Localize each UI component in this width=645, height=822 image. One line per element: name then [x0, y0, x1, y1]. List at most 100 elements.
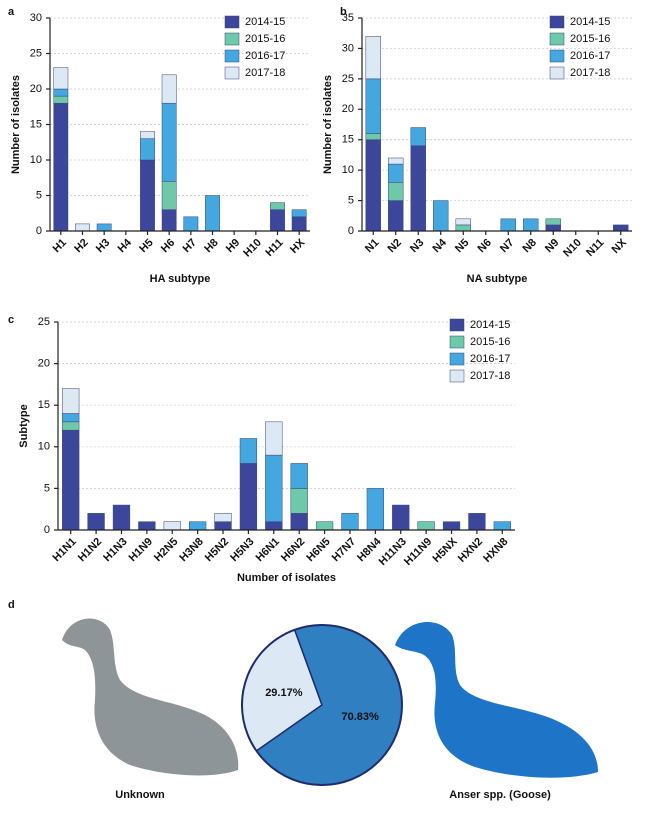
x-tick-label: H4	[116, 236, 135, 255]
x-tick-label: N9	[543, 237, 561, 255]
panel-letter: a	[8, 6, 15, 18]
bar-segment	[265, 521, 283, 531]
x-tick-label: H9	[224, 237, 242, 255]
bar-segment	[265, 421, 283, 456]
bar-segment	[214, 521, 232, 531]
x-tick-label: H11N9	[402, 536, 434, 568]
bar-segment	[183, 216, 199, 232]
bar-segment	[290, 463, 308, 489]
y-axis-label: Number of isolates	[10, 75, 22, 174]
x-tick-label: N6	[475, 237, 493, 255]
bar-segment	[161, 102, 177, 182]
bar-segment	[291, 216, 307, 232]
bar-segment	[388, 182, 404, 201]
x-tick-label: H7	[181, 237, 199, 255]
bar-segment	[189, 521, 207, 531]
bar-segment	[613, 224, 629, 232]
bar-segment	[270, 209, 285, 232]
y-tick-label: 5	[348, 194, 354, 206]
x-tick-label: N1	[363, 237, 381, 255]
y-tick-label: 15	[38, 399, 50, 411]
x-tick-label: N4	[430, 236, 449, 255]
bar-segment	[388, 200, 404, 232]
x-tick-label: H5N2	[203, 536, 231, 564]
bar-segment	[161, 181, 177, 210]
x-tick-label: H11N3	[377, 536, 409, 568]
bar-segment	[53, 102, 69, 232]
bar-segment	[163, 521, 181, 531]
x-tick-label: N5	[453, 237, 471, 255]
legend-swatch	[549, 49, 565, 63]
y-axis-label: Subtype	[18, 404, 30, 447]
bar-segment	[138, 521, 156, 531]
y-tick-label: 25	[342, 73, 354, 85]
y-tick-label: 10	[342, 164, 354, 176]
legend-swatch	[449, 369, 465, 383]
x-tick-label: H3N8	[177, 536, 205, 564]
legend-label: 2017-18	[570, 67, 610, 79]
legend-swatch	[449, 318, 465, 332]
bar-segment	[214, 513, 232, 522]
bar-segment	[545, 218, 561, 226]
x-tick-label: N10	[561, 237, 584, 260]
y-tick-label: 25	[38, 316, 50, 328]
x-tick-label: H1N9	[127, 536, 155, 564]
y-tick-label: 0	[44, 524, 50, 536]
bar-segment	[140, 138, 155, 161]
x-axis-label: Number of isolates	[237, 572, 336, 584]
bar-segment	[366, 488, 384, 531]
x-tick-label: H1	[51, 237, 69, 255]
y-tick-label: 25	[30, 47, 42, 59]
category-label: Unknown	[115, 789, 165, 801]
bar-segment	[341, 513, 359, 531]
pie-outline	[241, 624, 403, 786]
panel-letter: d	[8, 599, 15, 611]
x-tick-label: H6N5	[304, 536, 332, 564]
legend-swatch	[224, 15, 240, 29]
y-tick-label: 20	[30, 83, 42, 95]
goose-unknown	[62, 618, 239, 776]
y-tick-label: 15	[30, 118, 42, 130]
legend-swatch	[449, 352, 465, 366]
x-tick-label: H7N7	[330, 536, 358, 564]
bar-segment	[388, 163, 404, 183]
x-tick-label: N8	[520, 237, 538, 255]
bar-segment	[500, 218, 516, 232]
legend-swatch	[224, 49, 240, 63]
x-tick-label: H10	[241, 237, 264, 260]
y-tick-label: 35	[342, 12, 354, 24]
y-tick-label: 10	[38, 441, 50, 453]
bar-segment	[53, 95, 69, 104]
bar-segment	[455, 224, 471, 232]
bar-segment	[140, 159, 155, 232]
x-tick-label: H6N1	[254, 536, 282, 564]
bar-segment	[493, 521, 511, 531]
x-tick-label: HX	[288, 236, 308, 256]
bar-segment	[161, 209, 177, 232]
bar-segment	[365, 36, 381, 80]
y-tick-label: 10	[30, 154, 42, 166]
x-tick-label: H6	[159, 237, 177, 255]
bar-segment	[410, 145, 426, 232]
legend-swatch	[224, 32, 240, 46]
legend-swatch	[549, 66, 565, 80]
x-tick-label: H1N2	[76, 536, 104, 564]
x-tick-label: H5NX	[430, 535, 460, 565]
bar-segment	[270, 202, 285, 210]
x-tick-label: H5N3	[228, 536, 256, 564]
legend-label: 2017-18	[245, 67, 285, 79]
legend-label: 2014-15	[470, 319, 510, 331]
bar-segment	[161, 74, 177, 104]
legend-swatch	[224, 66, 240, 80]
x-tick-label: N3	[408, 237, 426, 255]
bar-segment	[62, 421, 80, 431]
bar-segment	[410, 127, 426, 147]
bar-segment	[523, 218, 539, 232]
bar-segment	[433, 200, 449, 232]
legend-label: 2015-16	[245, 33, 285, 45]
x-tick-label: N7	[498, 237, 516, 255]
x-tick-label: H1N1	[50, 536, 78, 564]
bar-segment	[53, 88, 69, 97]
legend-swatch	[449, 335, 465, 349]
y-tick-label: 5	[44, 482, 50, 494]
